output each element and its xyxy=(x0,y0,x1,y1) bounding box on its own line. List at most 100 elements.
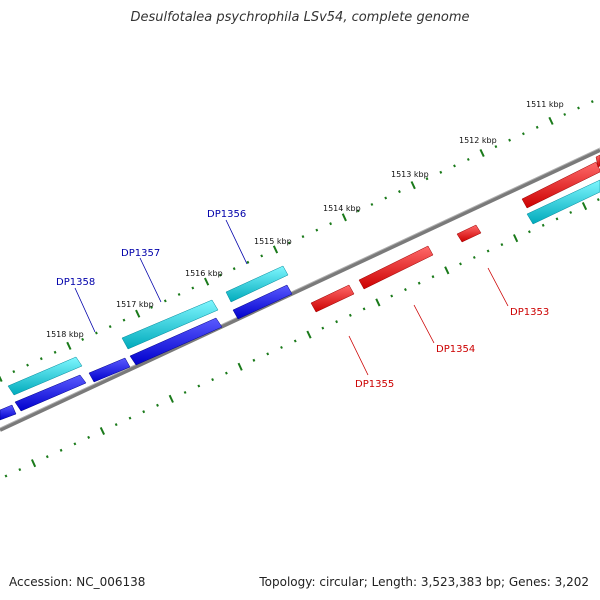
reverse-genes xyxy=(310,154,600,313)
outer-scale-minor-tick xyxy=(122,318,126,322)
gene-label-dp1356: DP1356 xyxy=(207,209,246,220)
outer-scale-minor-tick xyxy=(26,363,29,367)
outer-scale-major-tick xyxy=(479,148,485,158)
inner-scale-minor-tick xyxy=(114,423,118,427)
map-title: Desulfotalea psychrophila LSv54, complet… xyxy=(130,10,470,25)
outer-scale-minor-tick xyxy=(494,145,498,149)
inner-scale-minor-tick xyxy=(45,455,49,459)
inner-scale-minor-tick xyxy=(348,313,352,317)
inner-scale-minor-tick xyxy=(541,223,545,227)
inner-scale-minor-tick xyxy=(266,352,270,356)
inner-scale-minor-tick xyxy=(293,339,297,343)
outer-scale-minor-tick xyxy=(425,177,429,181)
outer-scale-minor-tick xyxy=(53,350,57,354)
outer-scale-minor-tick xyxy=(94,331,98,335)
outer-scale-minor-tick xyxy=(508,138,512,142)
outer-scale-minor-tick xyxy=(150,305,153,309)
gene-red-4 xyxy=(521,161,600,209)
inner-scale-minor-tick xyxy=(596,198,600,202)
scale-labels: 1511 kbp 1512 kbp 1513 kbp 1514 kbp 1515… xyxy=(46,100,564,339)
gene-cyan-2 xyxy=(121,299,219,350)
outer-scale-minor-tick xyxy=(521,132,525,136)
inner-scale-major-tick xyxy=(99,426,106,436)
inner-scale-minor-tick xyxy=(128,416,132,420)
inner-scale-major-tick xyxy=(444,266,450,275)
inner-scale-minor-tick xyxy=(183,390,187,394)
gene-label-dp1354: DP1354 xyxy=(436,344,475,355)
gene-blue-3 xyxy=(88,357,131,383)
inner-scale-minor-tick xyxy=(404,288,407,292)
outer-scale-minor-tick xyxy=(329,222,333,226)
inner-scale-major-tick xyxy=(30,459,37,468)
inner-scale-minor-tick xyxy=(335,320,339,324)
scale-label-1516: 1516 kbp xyxy=(185,269,223,278)
outer-scale-minor-tick xyxy=(12,370,16,374)
outer-scale-major-tick xyxy=(203,277,210,286)
inner-scale-major-tick xyxy=(375,298,381,307)
scale-label-1513: 1513 kbp xyxy=(391,170,429,179)
genome-summary-text: Topology: circular; Length: 3,523,383 bp… xyxy=(259,575,589,589)
accession-text: Accession: NC_006138 xyxy=(9,575,146,589)
outer-scale-minor-tick xyxy=(384,196,388,200)
inner-scale-major-tick xyxy=(237,362,243,371)
gene-cyan-4 xyxy=(526,179,600,225)
gene-red-5 xyxy=(595,154,600,168)
leader-dp1357 xyxy=(139,257,162,303)
outer-scale-minor-tick xyxy=(453,164,456,168)
gene-blue-4 xyxy=(129,317,223,366)
outer-scale-minor-tick xyxy=(466,157,470,161)
outer-scale-minor-tick xyxy=(356,209,360,213)
gene-label-dp1357: DP1357 xyxy=(121,248,160,259)
gene-blue-2 xyxy=(0,404,17,421)
genome-backbone-highlight xyxy=(0,147,600,429)
gene-label-dp1353: DP1353 xyxy=(510,307,549,318)
inner-scale-minor-tick xyxy=(59,448,63,452)
outer-scale-major-tick xyxy=(0,375,3,383)
inner-scale-minor-tick xyxy=(472,255,476,259)
outer-scale-minor-tick xyxy=(232,267,236,271)
outer-scale-minor-tick xyxy=(301,235,305,239)
inner-scale-minor-tick xyxy=(417,281,421,285)
outer-scale-minor-tick xyxy=(246,260,250,264)
inner-scale-major-tick xyxy=(512,234,519,243)
gene-cyan-3 xyxy=(225,265,289,303)
inner-scale-minor-tick xyxy=(431,275,435,279)
inner-scale-minor-tick xyxy=(527,230,531,234)
gene-labels: DP1356 DP1357 DP1358 DP1353 DP1354 DP135… xyxy=(56,209,549,390)
outer-scale-minor-tick xyxy=(39,357,43,361)
inner-scale-minor-tick xyxy=(18,468,22,472)
scale-label-1514: 1514 kbp xyxy=(323,204,361,213)
leader-dp1353 xyxy=(487,267,509,307)
outer-scale-minor-tick xyxy=(177,292,181,296)
gene-label-dp1355: DP1355 xyxy=(355,379,394,390)
inner-scale-minor-tick xyxy=(362,307,366,311)
inner-scale-minor-tick xyxy=(4,474,8,478)
scale-label-1517: 1517 kbp xyxy=(116,300,154,309)
inner-scale-minor-tick xyxy=(486,249,490,253)
genome-backbone xyxy=(0,148,600,432)
inner-scale-minor-tick xyxy=(555,217,559,221)
inner-scale-minor-tick xyxy=(224,371,228,375)
outer-scale-minor-tick xyxy=(260,254,264,258)
gene-blue-1 xyxy=(14,374,87,412)
outer-scale-major-tick xyxy=(548,116,554,125)
outer-scale-major-tick xyxy=(135,309,141,318)
outer-scale-minor-tick xyxy=(218,273,222,277)
inner-scale-major-tick xyxy=(581,201,588,211)
outer-scale-minor-tick xyxy=(370,202,374,206)
gene-red-1 xyxy=(310,284,355,313)
inner-scale-minor-tick xyxy=(280,345,283,349)
outer-scale-minor-tick xyxy=(439,170,443,174)
gene-red-2 xyxy=(358,245,434,290)
outer-scale-minor-tick xyxy=(81,337,85,341)
gene-cyan-1 xyxy=(7,356,83,396)
scale-label-1512: 1512 kbp xyxy=(459,136,497,145)
outer-scale-minor-tick xyxy=(191,286,195,290)
outer-scale-major-tick xyxy=(272,245,279,254)
outer-scale-minor-tick xyxy=(163,299,167,303)
outer-scale-major-tick xyxy=(410,181,416,190)
outer-scale-minor-tick xyxy=(108,325,112,329)
inner-scale-minor-tick xyxy=(211,378,215,382)
outer-scale-major-tick xyxy=(66,341,72,350)
